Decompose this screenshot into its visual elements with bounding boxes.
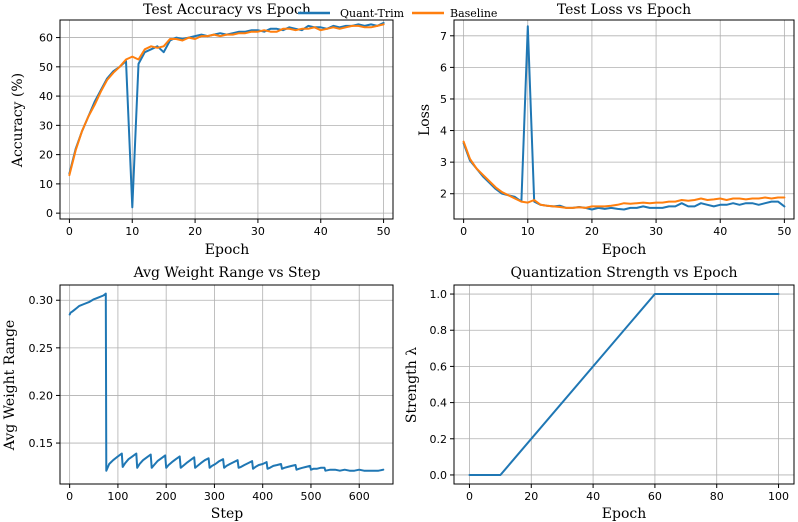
weight-range-xtick-label: 200: [156, 490, 177, 503]
accuracy-ytick-label: 30: [39, 119, 53, 132]
loss-baseline-line: [462, 140, 786, 209]
accuracy-xtick-label: 10: [125, 225, 139, 238]
accuracy-xlabel: Epoch: [205, 242, 249, 258]
strength-xtick-label: 100: [768, 490, 789, 503]
strength-xtick-label: 20: [524, 490, 538, 503]
strength-xlabel: Epoch: [602, 506, 646, 522]
strength-plot-frame: [453, 284, 795, 485]
weight-range-grid: [60, 285, 393, 484]
legend-baseline-label: Baseline: [450, 7, 497, 20]
loss-ytick-label: 5: [440, 93, 447, 106]
accuracy-xtick-label: 40: [314, 225, 328, 238]
accuracy-xtick-label: 50: [377, 225, 391, 238]
legend-quant-label: Quant-Trim: [340, 7, 405, 20]
loss-grid: [454, 20, 794, 219]
accuracy-ytick-label: 20: [39, 149, 53, 162]
loss-xlabel: Epoch: [602, 242, 646, 258]
loss-ytick-label: 6: [440, 61, 447, 74]
weight-range-panel: Avg Weight Range vs Step 0 100 200 300 400 50…: [2, 265, 394, 522]
loss-series: [462, 25, 786, 211]
accuracy-xtick-label: 20: [188, 225, 202, 238]
loss-xtick-label: 40: [713, 225, 727, 238]
strength-series: [468, 293, 780, 476]
accuracy-title: Test Accuracy vs Epoch: [143, 2, 311, 18]
accuracy-baseline-line: [68, 23, 385, 177]
strength-panel: Quantization Strength vs Epoch 0 20 40 60 80…: [404, 265, 795, 522]
loss-xtick-label: 0: [460, 225, 467, 238]
loss-ylabel: Loss: [417, 104, 433, 136]
weight-range-ytick-label: 0.30: [29, 294, 54, 307]
weight-range-xlabel: Step: [211, 506, 244, 522]
loss-title: Test Loss vs Epoch: [557, 2, 691, 18]
weight-range-avg-weight-range-line: [68, 292, 385, 472]
weight-range-ticks: 0 100 200 300 400 500 600 0.15 0.20 0.25 0.30: [29, 294, 370, 503]
strength-ytick-label: 0.2: [430, 433, 448, 446]
weight-range-ytick-label: 0.25: [29, 342, 54, 355]
loss-plot-frame: [453, 19, 795, 220]
strength-xtick-label: 60: [648, 490, 662, 503]
weight-range-plot-frame: [59, 284, 394, 485]
accuracy-panel: Test Accuracy vs Epoch 0 10 20 30 40 50 0 10 20 3…: [10, 2, 394, 258]
accuracy-ticks: 0 10 20 30 40 50 0 10 20 30 40 50 60: [39, 32, 391, 238]
loss-ytick-label: 7: [440, 30, 447, 43]
loss-xtick-label: 20: [585, 225, 599, 238]
weight-range-xtick-label: 0: [66, 490, 73, 503]
accuracy-grid: [60, 20, 393, 219]
weight-range-xtick-label: 300: [204, 490, 225, 503]
strength-ytick-label: 0.8: [430, 324, 448, 337]
loss-ytick-label: 2: [440, 188, 447, 201]
loss-xtick-label: 50: [777, 225, 791, 238]
accuracy-ytick-label: 0: [46, 207, 53, 220]
strength-title: Quantization Strength vs Epoch: [511, 265, 738, 281]
weight-range-title: Avg Weight Range vs Step: [133, 265, 321, 281]
loss-xtick-label: 10: [521, 225, 535, 238]
loss-ytick-label: 4: [440, 125, 447, 138]
strength-ytick-label: 1.0: [430, 288, 448, 301]
weight-range-xtick-label: 500: [300, 490, 321, 503]
accuracy-ytick-label: 50: [39, 61, 53, 74]
accuracy-ylabel: Accuracy (%): [10, 73, 26, 168]
accuracy-quant-trim-line: [68, 21, 385, 209]
accuracy-series: [68, 21, 385, 209]
strength-ytick-label: 0.4: [430, 397, 448, 410]
strength-xtick-label: 40: [586, 490, 600, 503]
legend: Quant-Trim Baseline: [298, 7, 497, 20]
strength-ytick-label: 0.6: [430, 360, 448, 373]
accuracy-ytick-label: 40: [39, 90, 53, 103]
loss-ytick-label: 3: [440, 156, 447, 169]
loss-ticks: 0 10 20 30 40 50 2 3 4 5 6 7: [440, 30, 791, 238]
weight-range-series: [68, 292, 385, 472]
loss-xtick-label: 30: [649, 225, 663, 238]
strength-ytick-label: 0.0: [430, 469, 448, 482]
strength-strength-line: [468, 293, 780, 476]
loss-panel: Test Loss vs Epoch 0 10 20 30 40 50 2 3 4 5 6 7 Epo…: [417, 2, 795, 258]
weight-range-xtick-label: 400: [252, 490, 273, 503]
accuracy-plot-frame: [59, 19, 394, 220]
weight-range-ytick-label: 0.15: [29, 437, 54, 450]
accuracy-ytick-label: 10: [39, 178, 53, 191]
accuracy-ytick-label: 60: [39, 32, 53, 45]
strength-grid: [454, 285, 794, 484]
loss-quant-trim-line: [462, 25, 786, 211]
weight-range-xtick-label: 100: [107, 490, 128, 503]
strength-xtick-label: 0: [466, 490, 473, 503]
accuracy-xtick-label: 0: [66, 225, 73, 238]
weight-range-ytick-label: 0.20: [29, 389, 54, 402]
strength-xtick-label: 80: [710, 490, 724, 503]
accuracy-xtick-label: 30: [251, 225, 265, 238]
strength-ticks: 0 20 40 60 80 100 0.0 0.2 0.4 0.6 0.8 1.0: [430, 288, 790, 503]
weight-range-ylabel: Avg Weight Range: [2, 320, 18, 451]
strength-ylabel: Strength λ: [404, 347, 420, 423]
weight-range-xtick-label: 600: [349, 490, 370, 503]
